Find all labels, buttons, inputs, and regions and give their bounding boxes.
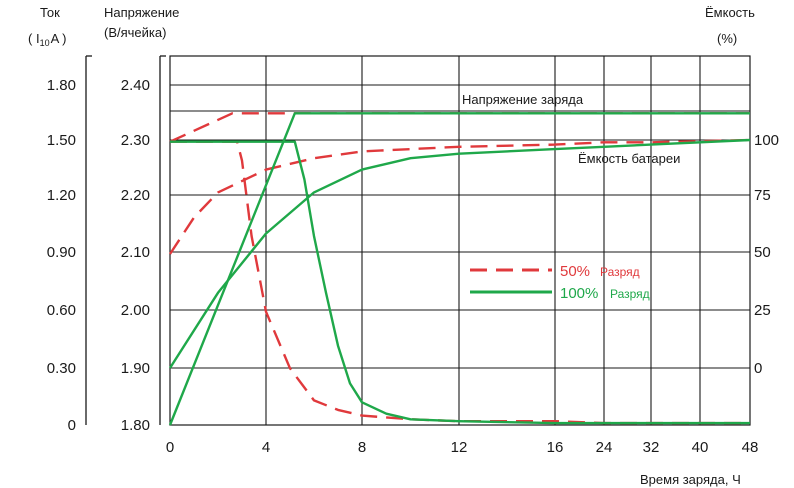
capacity-tick-label: 25 (754, 302, 771, 319)
battery-capacity-annotation: Ёмкость батареи (578, 151, 680, 166)
current-tick-label: 1.20 (47, 187, 76, 204)
current-tick-label: 0.30 (47, 360, 76, 377)
current-tick-label: 0.90 (47, 244, 76, 261)
plot-frame (169, 55, 751, 426)
x-axis-label: Время заряда, Ч (640, 472, 741, 487)
current-axis-title: Ток (40, 5, 60, 20)
tick-labels: 1.80 1.50 1.20 0.90 0.60 0.30 0 2.40 2.30 2.20 2.1… (47, 77, 779, 456)
current-tick-label: 0.60 (47, 302, 76, 319)
x-tick-label: 16 (547, 439, 564, 456)
legend-text-100: Разряд (610, 287, 650, 301)
plot-axes (85, 55, 166, 425)
plot-grid (169, 55, 751, 426)
voltage-tick-label: 2.40 (121, 77, 150, 94)
series-current-50 (170, 140, 750, 425)
x-tick-label: 0 (166, 439, 174, 456)
voltage-tick-label: 2.10 (121, 244, 150, 261)
voltage-tick-label: 1.80 (121, 417, 150, 434)
x-tick-label: 4 (262, 439, 270, 456)
capacity-tick-label: 75 (754, 187, 771, 204)
series-capacity-100 (168, 138, 751, 369)
voltage-axis-title: Напряжение (104, 5, 179, 20)
legend: 50% Разряд 100% Разряд (470, 263, 650, 302)
series-capacity-50 (168, 138, 751, 255)
voltage-tick-label: 1.90 (121, 360, 150, 377)
x-tick-label: 24 (596, 439, 613, 456)
capacity-axis-unit: (%) (717, 31, 737, 46)
charge-voltage-annotation: Напряжение заряда (462, 92, 584, 107)
capacity-tick-label: 0 (754, 360, 762, 377)
x-tick-label: 40 (692, 439, 709, 456)
current-axis-unit: ( I10A ) (28, 31, 66, 48)
series-voltage-50 (169, 112, 750, 143)
current-tick-label: 1.80 (47, 77, 76, 94)
capacity-tick-label: 50 (754, 244, 771, 261)
voltage-tick-label: 2.20 (121, 187, 150, 204)
series-current-100 (170, 140, 750, 425)
x-tick-label: 48 (742, 439, 759, 456)
voltage-tick-label: 2.00 (121, 302, 150, 319)
current-tick-label: 0 (68, 417, 76, 434)
voltage-axis-unit: (В/ячейка) (104, 25, 166, 40)
current-tick-label: 1.50 (47, 132, 76, 149)
legend-pct-100: 100% (560, 285, 598, 302)
x-tick-label: 8 (358, 439, 366, 456)
voltage-tick-label: 2.30 (121, 132, 150, 149)
x-tick-label: 32 (643, 439, 660, 456)
series-group (168, 112, 751, 426)
capacity-tick-label: 100 (754, 132, 779, 149)
series-voltage-100 (168, 112, 750, 426)
legend-text-50: Разряд (600, 265, 640, 279)
x-tick-label: 12 (451, 439, 468, 456)
legend-pct-50: 50% (560, 263, 590, 280)
capacity-axis-title: Ёмкость (705, 5, 755, 20)
